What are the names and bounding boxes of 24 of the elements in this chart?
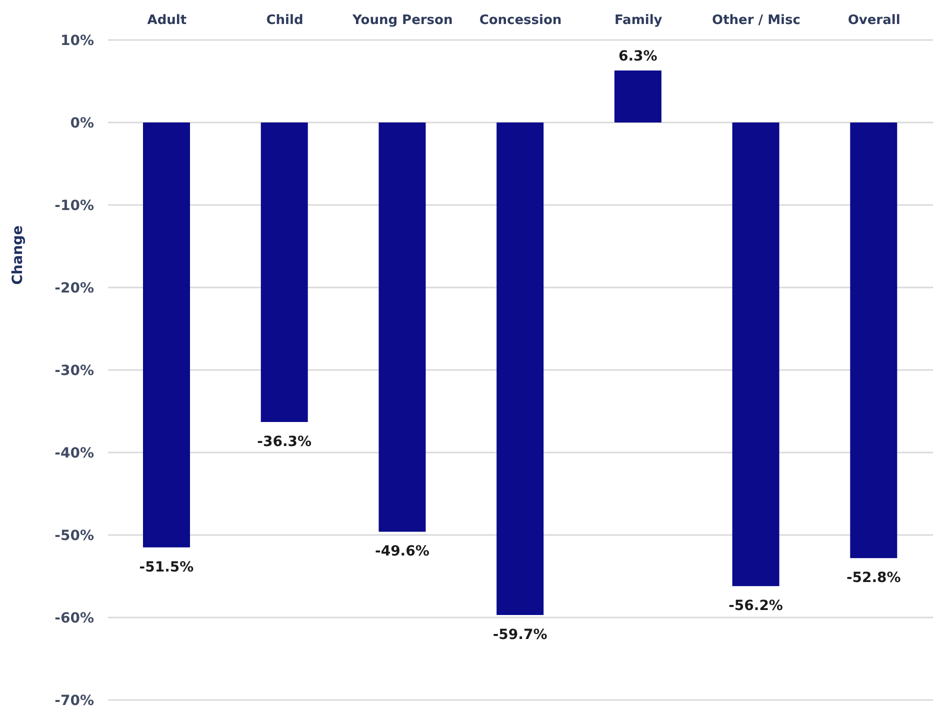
- y-tick-label: -50%: [54, 528, 94, 544]
- data-label: -56.2%: [728, 598, 783, 614]
- data-label: -36.3%: [257, 434, 312, 450]
- y-axis-title: Change: [10, 226, 26, 285]
- data-label: -49.6%: [375, 544, 430, 560]
- data-label: -52.8%: [846, 570, 901, 586]
- x-tick-label: Concession: [479, 13, 562, 28]
- data-label: -51.5%: [139, 559, 194, 576]
- y-tick-label: 0%: [70, 116, 94, 132]
- y-tick-label: -20%: [54, 280, 94, 296]
- y-tick-label: 10%: [60, 33, 94, 49]
- y-tick-label: -30%: [54, 363, 94, 379]
- y-tick-label: -70%: [54, 693, 94, 709]
- data-label: 6.3%: [618, 48, 658, 65]
- data-label: -59.7%: [492, 627, 548, 644]
- x-tick-label: Other / Misc: [712, 13, 800, 28]
- x-tick-label: Young Person: [352, 13, 453, 28]
- x-tick-label: Adult: [147, 13, 187, 28]
- y-tick-label: -10%: [54, 198, 94, 214]
- x-tick-label: Child: [266, 13, 304, 28]
- y-tick-label: -60%: [54, 610, 94, 626]
- x-tick-label: Family: [614, 13, 663, 28]
- y-tick-label: -40%: [54, 446, 94, 462]
- x-tick-label: Overall: [848, 13, 900, 28]
